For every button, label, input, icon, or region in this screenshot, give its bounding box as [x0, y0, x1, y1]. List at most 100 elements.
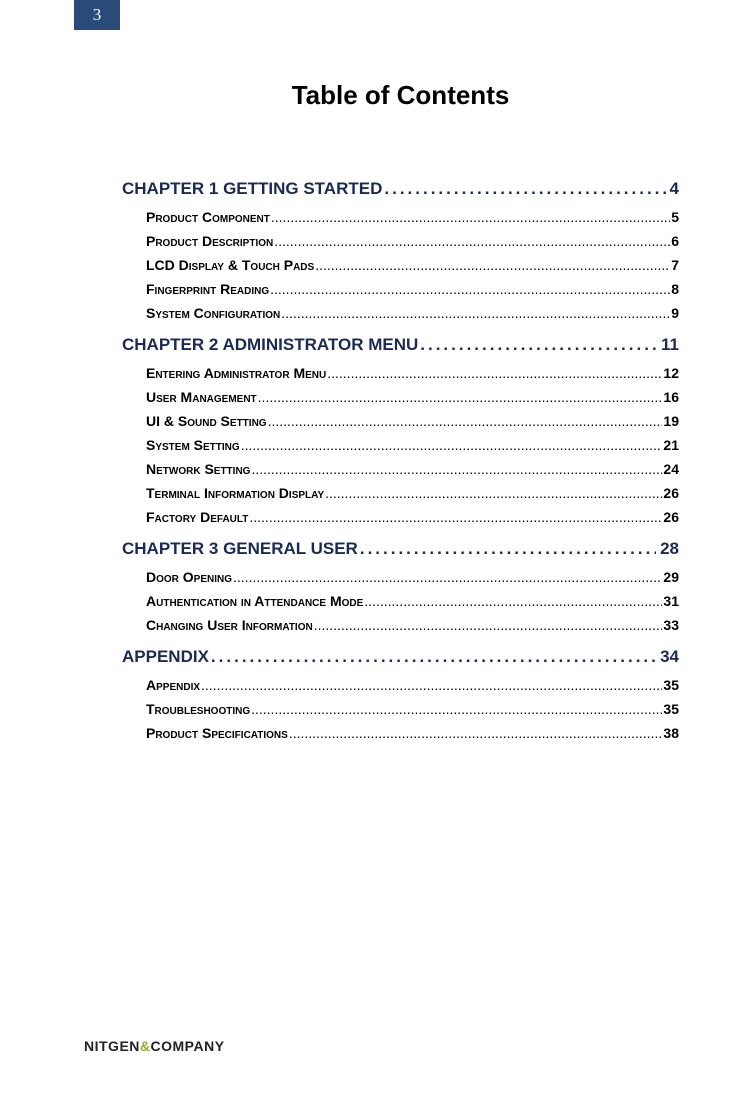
toc-leader-dots	[364, 593, 662, 609]
toc-sub-label: Terminal Information Display	[146, 485, 324, 501]
toc-sub-page: 19	[663, 413, 679, 429]
toc-sub-page: 12	[663, 365, 679, 381]
toc-leader-dots	[384, 179, 665, 199]
toc-sub-page: 26	[663, 485, 679, 501]
toc-sub-page: 16	[663, 389, 679, 405]
toc-sub-label: Product Description	[146, 233, 273, 249]
toc-sub-label: Fingerprint Reading	[146, 281, 269, 297]
toc-sub-page: 6	[671, 233, 679, 249]
toc-sub-row: Product Component 5	[146, 209, 679, 225]
toc-leader-dots	[241, 437, 663, 453]
toc-leader-dots	[251, 461, 662, 477]
toc-sub-label: System Setting	[146, 437, 240, 453]
toc-sub-page: 21	[663, 437, 679, 453]
toc-chapter: CHAPTER 3 GENERAL USER 28 Door Opening 2…	[122, 539, 679, 633]
toc-sub-row: User Management 16	[146, 389, 679, 405]
toc-leader-dots	[271, 209, 670, 225]
toc-chapter: CHAPTER 1 GETTING STARTED 4 Product Comp…	[122, 179, 679, 321]
toc-sub-label: Door Opening	[146, 569, 232, 585]
toc-title: Table of Contents	[122, 80, 679, 111]
toc-leader-dots	[325, 485, 662, 501]
toc-chapter: APPENDIX 34 Appendix 35 Troubleshooting …	[122, 647, 679, 741]
toc-chapter-label: CHAPTER 2 ADMINISTRATOR MENU	[122, 335, 418, 355]
toc-chapter-page: 28	[660, 539, 679, 559]
toc-chapter-row: CHAPTER 2 ADMINISTRATOR MENU 11	[122, 335, 679, 355]
toc-leader-dots	[233, 569, 662, 585]
toc-chapter-page: 11	[661, 335, 679, 355]
toc-sub-page: 31	[663, 593, 679, 609]
toc-leader-dots	[274, 233, 670, 249]
toc-sub-row: Troubleshooting 35	[146, 701, 679, 717]
toc-chapter-page: 34	[660, 647, 679, 667]
toc-leader-dots	[211, 647, 656, 667]
toc-sub-label: LCD Display & Touch Pads	[146, 257, 314, 273]
toc-sub-label: User Management	[146, 389, 257, 405]
toc-sub-page: 29	[663, 569, 679, 585]
toc-sub-row: Fingerprint Reading 8	[146, 281, 679, 297]
toc-leader-dots	[201, 677, 662, 693]
toc-sub-label: Entering Administrator Menu	[146, 365, 326, 381]
toc-leader-dots	[289, 725, 663, 741]
toc-sub-label: Factory Default	[146, 509, 248, 525]
toc-leader-dots	[315, 257, 670, 273]
toc-sub-page: 33	[663, 617, 679, 633]
footer-brand-a: NITGEN	[84, 1038, 140, 1054]
toc-sub-page: 26	[663, 509, 679, 525]
toc-leader-dots	[327, 365, 662, 381]
toc-sub-page: 38	[663, 725, 679, 741]
toc-sub-label: Product Specifications	[146, 725, 288, 741]
footer-brand-b: COMPANY	[151, 1038, 225, 1054]
toc-leader-dots	[360, 539, 656, 559]
toc-sub-row: Entering Administrator Menu 12	[146, 365, 679, 381]
toc-chapter-page: 4	[670, 179, 679, 199]
footer-brand-amp: &	[140, 1038, 151, 1054]
toc-sub-row: Door Opening 29	[146, 569, 679, 585]
toc-sub-row: System Configuration 9	[146, 305, 679, 321]
toc-sub-row: Product Description 6	[146, 233, 679, 249]
toc-sub-row: Authentication in Attendance Mode 31	[146, 593, 679, 609]
page-number-tab: 3	[74, 0, 120, 30]
toc-sub-label: Appendix	[146, 677, 200, 693]
toc-leader-dots	[251, 701, 662, 717]
toc-sub-row: UI & Sound Setting 19	[146, 413, 679, 429]
toc-sub-label: Network Setting	[146, 461, 250, 477]
toc-sub-label: UI & Sound Setting	[146, 413, 267, 429]
toc-leader-dots	[258, 389, 663, 405]
toc-chapter-label: CHAPTER 3 GENERAL USER	[122, 539, 358, 559]
toc-chapter-label: CHAPTER 1 GETTING STARTED	[122, 179, 382, 199]
toc-leader-dots	[314, 617, 663, 633]
toc-sub-page: 8	[671, 281, 679, 297]
toc-sub-row: System Setting 21	[146, 437, 679, 453]
toc-sub-page: 35	[663, 677, 679, 693]
toc-sub-row: LCD Display & Touch Pads 7	[146, 257, 679, 273]
toc-sub-label: Troubleshooting	[146, 701, 250, 717]
toc-leader-dots	[281, 305, 670, 321]
toc-chapter-label: APPENDIX	[122, 647, 209, 667]
toc-sub-label: Changing User Information	[146, 617, 313, 633]
toc-sub-row: Appendix 35	[146, 677, 679, 693]
toc-sub-row: Network Setting 24	[146, 461, 679, 477]
toc-sub-label: Product Component	[146, 209, 270, 225]
toc-chapter-row: CHAPTER 1 GETTING STARTED 4	[122, 179, 679, 199]
footer-brand: NITGEN&COMPANY	[84, 1038, 225, 1054]
toc-leader-dots	[270, 281, 670, 297]
toc-leader-dots	[268, 413, 663, 429]
toc-sub-label: Authentication in Attendance Mode	[146, 593, 363, 609]
page-number: 3	[93, 5, 102, 25]
toc-content: Table of Contents CHAPTER 1 GETTING STAR…	[122, 80, 679, 749]
toc-sub-page: 35	[663, 701, 679, 717]
toc-sub-row: Factory Default 26	[146, 509, 679, 525]
toc-chapter-row: APPENDIX 34	[122, 647, 679, 667]
toc-sub-page: 9	[671, 305, 679, 321]
toc-leader-dots	[249, 509, 662, 525]
toc-sub-page: 24	[663, 461, 679, 477]
toc-chapter: CHAPTER 2 ADMINISTRATOR MENU 11 Entering…	[122, 335, 679, 525]
toc-chapter-row: CHAPTER 3 GENERAL USER 28	[122, 539, 679, 559]
toc-sub-label: System Configuration	[146, 305, 280, 321]
toc-leader-dots	[420, 335, 657, 355]
toc-sub-page: 7	[671, 257, 679, 273]
toc-sub-row: Terminal Information Display 26	[146, 485, 679, 501]
toc-sub-page: 5	[671, 209, 679, 225]
toc-sub-row: Product Specifications 38	[146, 725, 679, 741]
toc-sub-row: Changing User Information 33	[146, 617, 679, 633]
